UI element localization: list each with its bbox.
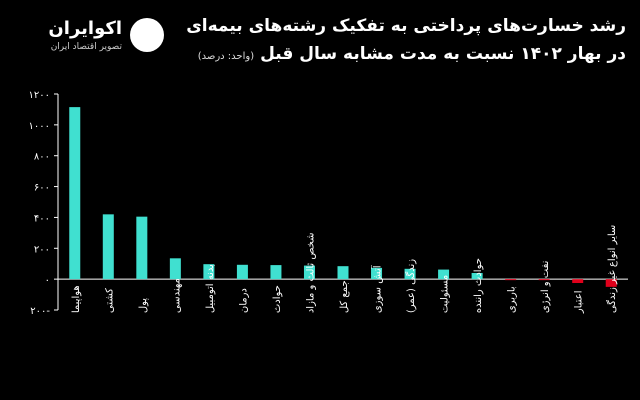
bar [438, 269, 450, 280]
title-line-2-text: در بهار ۱۴۰۲ نسبت به مدت مشابه سال قبل [260, 44, 626, 64]
bar [303, 265, 315, 280]
bar [236, 264, 248, 280]
x-category-label: زندگی (عمر) [405, 259, 417, 313]
bar [505, 279, 517, 281]
x-category-label: باربری [507, 286, 518, 313]
y-tick-label: ۲۰۰- [30, 306, 50, 317]
x-category-label: کشتی [104, 288, 115, 313]
bar [169, 258, 181, 280]
x-category-label: حوادث [272, 285, 283, 313]
bar [471, 272, 483, 280]
x-category-label: پول [138, 298, 149, 313]
x-category-label: مهندسی [171, 278, 182, 313]
x-category-label: شخص ثالث و مازاد [305, 233, 316, 314]
chart-title: رشد خسارت‌های پرداختی به تفکیک رشته‌های … [166, 12, 626, 71]
bar [371, 267, 383, 280]
bar [270, 265, 282, 280]
bar [337, 266, 349, 280]
bar [69, 107, 81, 280]
x-category-label: سایر انواع غیر زندگی [606, 225, 618, 313]
title-line-1: رشد خسارت‌های پرداختی به تفکیک رشته‌های … [186, 16, 626, 36]
x-category-label: درمان [238, 288, 249, 313]
bar [404, 268, 416, 280]
brand-tagline: تصویر اقتصاد ایران [50, 42, 122, 52]
y-tick-label: ۰ [45, 275, 50, 286]
x-category-label: حوادث راننده [473, 258, 484, 313]
bar [136, 216, 148, 280]
x-category-label: مسئولیت [440, 275, 451, 313]
x-category-label: هواپیما [71, 285, 82, 313]
bar [572, 279, 584, 283]
y-tick-label: ۱۲۰۰ [29, 90, 50, 101]
title-line-2: در بهار ۱۴۰۲ نسبت به مدت مشابه سال قبل (و… [166, 40, 626, 71]
x-category-label: آتش سوزی [371, 264, 384, 313]
x-category-label: اعتبار [574, 290, 585, 314]
brand-logo: اکوایران تصویر اقتصاد ایران [14, 18, 164, 58]
bar [538, 279, 550, 281]
bar [102, 214, 114, 280]
y-tick-label: ۲۰۰ [34, 244, 50, 255]
bar [605, 279, 617, 287]
x-category-label: بدنه اتومبیل [205, 264, 216, 313]
brand-name: اکوایران [48, 18, 122, 39]
y-tick-label: ۴۰۰ [34, 213, 50, 224]
y-tick-label: ۱۰۰۰ [29, 121, 50, 132]
bar [203, 264, 215, 280]
x-category-label: نفت و انرژی [540, 261, 551, 314]
y-tick-label: ۶۰۰ [34, 183, 50, 194]
logo-icon [130, 18, 164, 52]
y-tick-label: ۸۰۰ [34, 152, 50, 163]
unit-label: (واحد: درصد) [197, 51, 255, 62]
x-category-label: جمع کل [339, 280, 350, 313]
